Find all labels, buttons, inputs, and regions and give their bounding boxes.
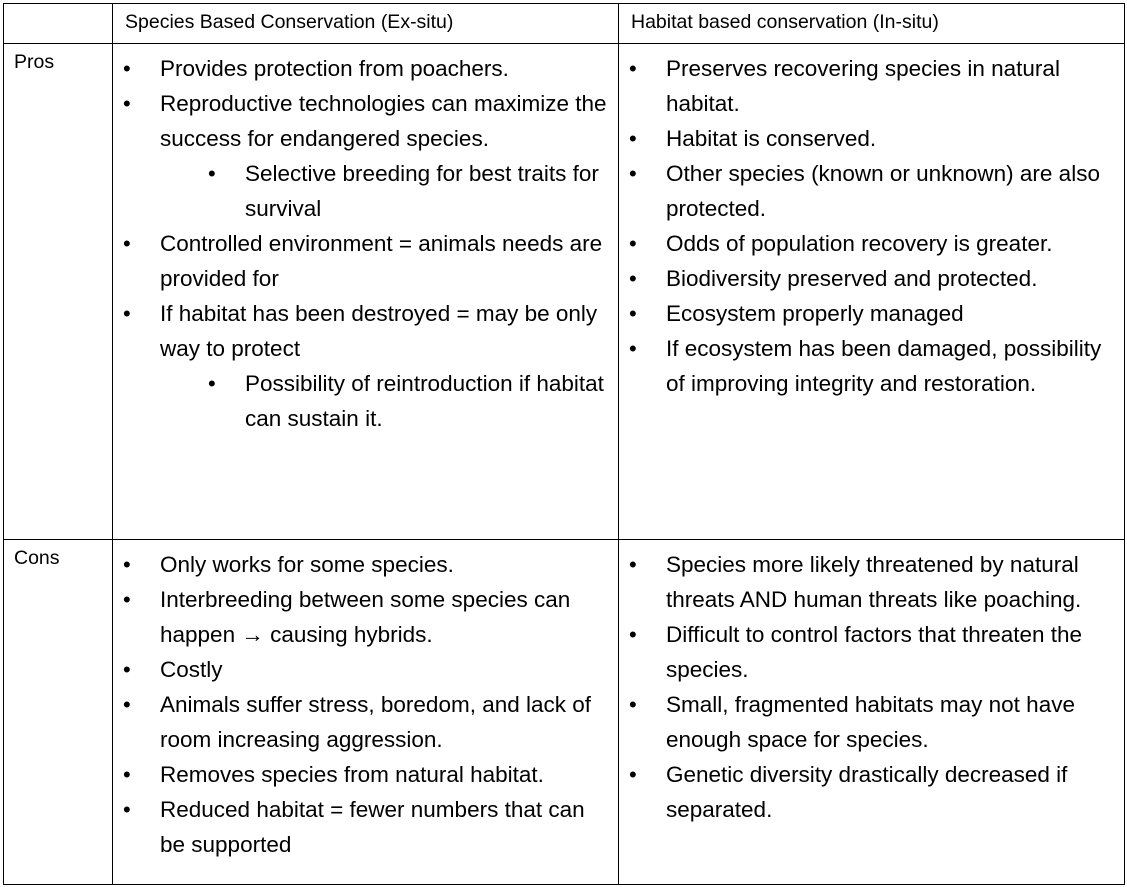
header-row: Species Based Conservation (Ex-situ) Hab… xyxy=(3,3,1125,44)
list-item: Genetic diversity drastically decreased … xyxy=(619,757,1124,827)
list-item: Reduced habitat = fewer numbers that can… xyxy=(113,792,618,862)
list-item: Biodiversity preserved and protected. xyxy=(619,261,1124,296)
pros-row: Pros Provides protection from poachers. … xyxy=(3,43,1125,540)
pros-in-situ-cell: Preserves recovering species in natural … xyxy=(618,43,1125,540)
list-item: Difficult to control factors that threat… xyxy=(619,617,1124,687)
list-item: Provides protection from poachers. xyxy=(113,51,618,86)
cons-row-label: Cons xyxy=(3,539,113,885)
cons-ex-situ-cell: Only works for some species. Interbreedi… xyxy=(112,539,619,885)
list-item: Reproductive technologies can maximize t… xyxy=(113,86,618,226)
sub-list: Selective breeding for best traits for s… xyxy=(198,156,612,226)
list-item: Interbreeding between some species can h… xyxy=(113,582,618,652)
corner-cell xyxy=(3,3,113,44)
pros-ex-situ-cell: Provides protection from poachers. Repro… xyxy=(112,43,619,540)
cons-row: Cons Only works for some species. Interb… xyxy=(3,539,1125,885)
list-item: If ecosystem has been damaged, possibili… xyxy=(619,331,1124,401)
cons-in-situ-list: Species more likely threatened by natura… xyxy=(619,547,1124,827)
list-item: Small, fragmented habitats may not have … xyxy=(619,687,1124,757)
pros-row-label: Pros xyxy=(3,43,113,540)
in-situ-column-header: Habitat based conservation (In-situ) xyxy=(618,3,1125,44)
list-item: Animals suffer stress, boredom, and lack… xyxy=(113,687,618,757)
list-item: Controlled environment = animals needs a… xyxy=(113,226,618,296)
list-item: Odds of population recovery is greater. xyxy=(619,226,1124,261)
list-item: Species more likely threatened by natura… xyxy=(619,547,1124,617)
sub-list-item: Possibility of reintroduction if habitat… xyxy=(198,366,612,436)
sub-list: Possibility of reintroduction if habitat… xyxy=(198,366,612,436)
list-item: If habitat has been destroyed = may be o… xyxy=(113,296,618,436)
ex-situ-column-header: Species Based Conservation (Ex-situ) xyxy=(112,3,619,44)
list-item: Only works for some species. xyxy=(113,547,618,582)
pros-ex-situ-list: Provides protection from poachers. Repro… xyxy=(113,51,618,436)
right-arrow-icon: → xyxy=(241,622,264,647)
list-item: Preserves recovering species in natural … xyxy=(619,51,1124,121)
list-item: Removes species from natural habitat. xyxy=(113,757,618,792)
list-item: Habitat is conserved. xyxy=(619,121,1124,156)
list-item: Ecosystem properly managed xyxy=(619,296,1124,331)
comparison-table: Species Based Conservation (Ex-situ) Hab… xyxy=(3,3,1125,885)
list-item: Costly xyxy=(113,652,618,687)
pros-in-situ-list: Preserves recovering species in natural … xyxy=(619,51,1124,401)
list-item: Other species (known or unknown) are als… xyxy=(619,156,1124,226)
cons-in-situ-cell: Species more likely threatened by natura… xyxy=(618,539,1125,885)
sub-list-item: Selective breeding for best traits for s… xyxy=(198,156,612,226)
cons-ex-situ-list: Only works for some species. Interbreedi… xyxy=(113,547,618,862)
